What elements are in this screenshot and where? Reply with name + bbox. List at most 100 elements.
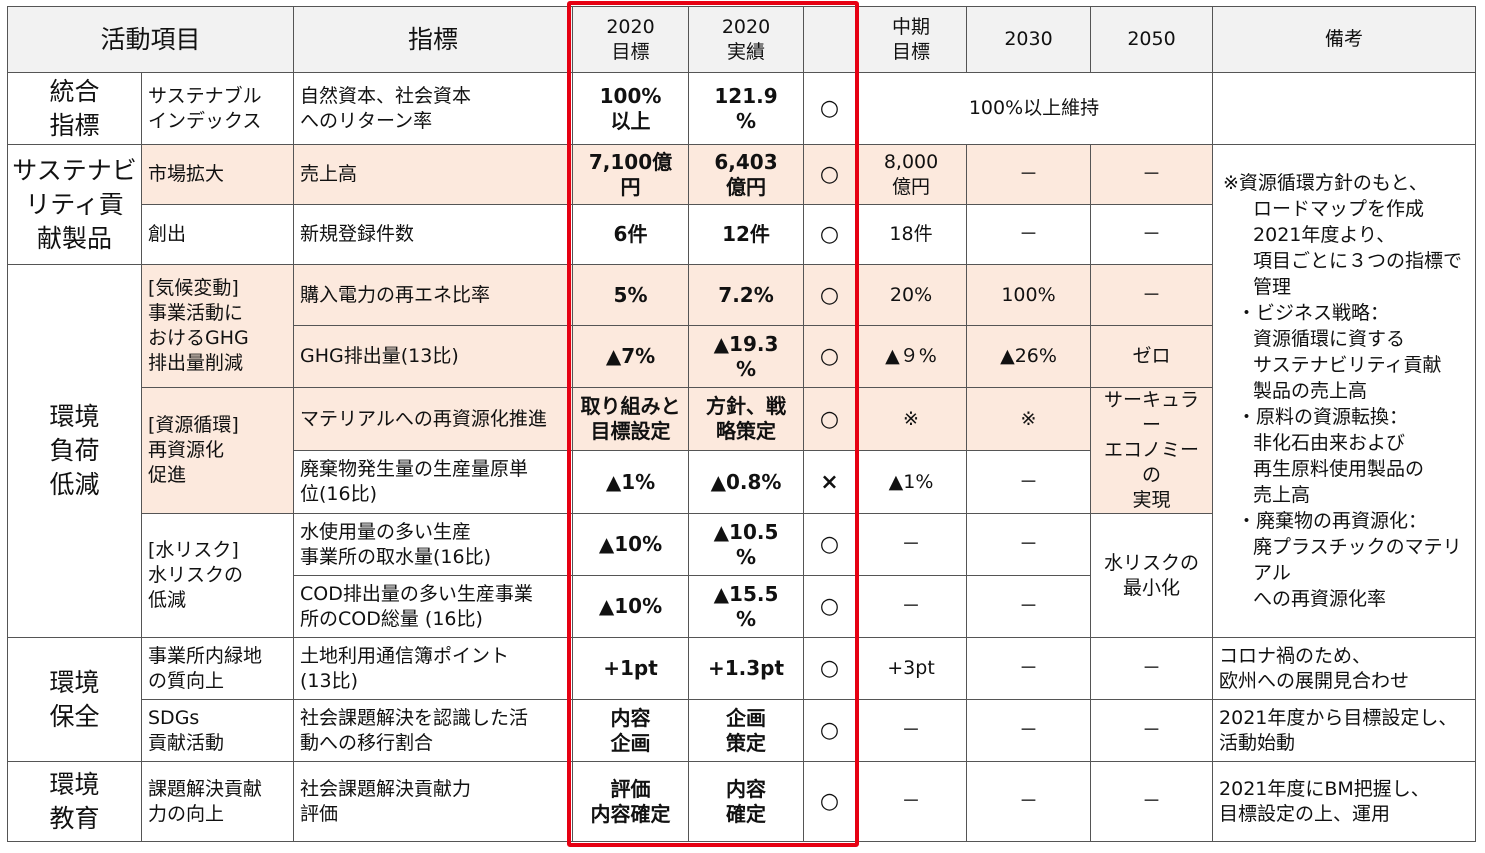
target-2050-cell: －: [1090, 264, 1214, 326]
indicator-cell: GHG排出量(13比): [293, 325, 574, 388]
target-cell: 5%: [572, 264, 690, 326]
side-note-line: 再生原料使用製品の: [1253, 458, 1425, 480]
target-2030-cell: －: [966, 144, 1092, 205]
indicator-cell: 売上高: [293, 144, 574, 205]
side-note-line: サステナビリティ貢献: [1253, 354, 1442, 376]
midterm-cell: +3pt: [855, 637, 968, 700]
evaluation-mark: ×: [803, 450, 857, 514]
category-cell: 環境 保全: [7, 637, 142, 762]
side-note-line: ・廃棄物の再資源化：: [1237, 510, 1428, 532]
table-row: サステナビ リティ貢 献製品 市場拡大 売上高 7,100億 円 6,403 億…: [7, 144, 1477, 638]
target-cell: 6件: [572, 204, 690, 265]
target-cell: 取り組みと 目標設定: [572, 387, 690, 451]
result-cell: 企画 策定: [688, 699, 805, 762]
target-2030-cell: ▲26%: [966, 325, 1092, 388]
result-cell: 方針、戦 略策定: [688, 387, 805, 451]
sub-item-cell: [水リスク] 水リスクの 低減: [140, 513, 295, 638]
category-cell: 統合 指標: [7, 72, 142, 145]
target-cell: 7,100億 円: [572, 144, 690, 205]
header-target-2020: 2020 目標: [572, 6, 690, 73]
side-note-line: ・原料の資源転換：: [1237, 406, 1409, 428]
midterm-cell: 18件: [855, 204, 968, 265]
evaluation-mark: ○: [803, 699, 857, 762]
side-note-line: ・ビジネス戦略：: [1237, 302, 1390, 324]
target-cell: ▲10%: [572, 513, 690, 576]
target-2050-cell: －: [1090, 144, 1214, 205]
target-2030-cell: －: [966, 761, 1092, 842]
indicator-cell: 社会課題解決貢献力 評価: [293, 761, 574, 842]
side-note-line: 売上高: [1253, 484, 1311, 506]
sub-item-cell: SDGs 貢献活動: [140, 699, 295, 762]
result-cell: 12件: [688, 204, 805, 265]
evaluation-mark: ○: [803, 761, 857, 842]
target-2050-cell: ゼロ: [1090, 325, 1214, 388]
result-cell: ▲0.8%: [688, 450, 805, 514]
side-note-line: ロードマップを作成: [1253, 198, 1425, 220]
indicator-cell: 自然資本、社会資本 へのリターン率: [293, 72, 574, 145]
kpi-table: 活動項目 指標 2020 目標 2020 実績 中期 目標 2030 2050 …: [6, 6, 1477, 842]
target-2030-cell: －: [966, 637, 1092, 700]
sub-item-cell: 創出: [140, 204, 295, 265]
table-row: SDGs 貢献活動 社会課題解決を認識した活 動への移行割合 内容 企画 企画 …: [8, 699, 1477, 762]
table-row: 環境 保全 事業所内緑地 の質向上 土地利用通信簿ポイント (13比) +1pt…: [7, 637, 1477, 762]
evaluation-mark: ○: [803, 264, 857, 326]
target-cell: 100% 以上: [572, 72, 690, 145]
target-2030-cell: 100%: [966, 264, 1092, 326]
header-2030: 2030: [966, 6, 1092, 73]
category-cell: 環境 負荷 低減: [7, 264, 142, 638]
target-2030-cell: －: [966, 204, 1092, 265]
target-cell: ▲7%: [572, 325, 690, 388]
evaluation-mark: ○: [803, 325, 857, 388]
target-2030-cell: －: [966, 450, 1092, 514]
side-note-line: ※資源循環方針のもと、: [1223, 172, 1428, 194]
evaluation-mark: ○: [803, 575, 857, 638]
result-cell: 7.2%: [688, 264, 805, 326]
result-cell: 6,403 億円: [688, 144, 805, 205]
table-row: 環境 負荷 低減 [気候変動] 事業活動に おけるGHG 排出量削減 購入電力の…: [7, 264, 1476, 638]
sub-item-cell: サステナブル インデックス: [140, 72, 295, 145]
side-note-line: 非化石由来および: [1253, 432, 1406, 454]
table-row: [資源循環] 再資源化 促進 マテリアルへの再資源化推進 取り組みと 目標設定 …: [8, 387, 1476, 514]
result-cell: 121.9 %: [688, 72, 805, 145]
evaluation-mark: ○: [803, 513, 857, 576]
table-row: 創出 新規登録件数 6件 12件 ○ 18件 － －: [8, 204, 1476, 265]
header-result-2020: 2020 実績: [688, 6, 805, 73]
evaluation-mark: ○: [803, 204, 857, 265]
header-activity: 活動項目: [6, 6, 295, 73]
result-cell: 内容 確定: [688, 761, 805, 842]
side-note-line: 廃プラスチックのマテリアル: [1253, 536, 1462, 584]
table-row: 環境 教育 課題解決貢献 力の向上 社会課題解決貢献力 評価 評価 内容確定 内…: [7, 761, 1477, 842]
side-note-line: 項目ごとに３つの指標で: [1253, 250, 1463, 272]
target-2030-cell: ※: [966, 387, 1092, 451]
indicator-cell: マテリアルへの再資源化推進: [293, 387, 574, 451]
indicator-cell: 新規登録件数: [293, 204, 574, 265]
header-evaluation: [803, 6, 857, 73]
side-note-line: 2021年度より、: [1253, 224, 1396, 246]
indicator-cell: 購入電力の再エネ比率: [293, 264, 574, 326]
table-row: [水リスク] 水リスクの 低減 水使用量の多い生産 事業所の取水量(16比) ▲…: [8, 513, 1476, 638]
indicator-cell: 水使用量の多い生産 事業所の取水量(16比): [293, 513, 574, 576]
header-remarks: 備考: [1212, 6, 1477, 73]
category-cell: サステナビ リティ貢 献製品: [7, 144, 142, 265]
result-cell: ▲15.5 %: [688, 575, 805, 638]
target-2030-cell: －: [966, 575, 1092, 638]
midterm-cell: －: [855, 761, 968, 842]
target-cell: ▲1%: [572, 450, 690, 514]
target-2030-cell: －: [966, 513, 1092, 576]
table-row: COD排出量の多い生産事業 所のCOD総量 (16比) ▲10% ▲15.5 %…: [8, 575, 1476, 638]
table-row: GHG排出量(13比) ▲7% ▲19.3 % ○ ▲９% ▲26% ゼロ: [8, 325, 1476, 388]
midterm-cell: ▲1%: [855, 450, 968, 514]
remarks-cell: 2021年度から目標設定し、 活動始動: [1212, 699, 1477, 762]
target-cell: 内容 企画: [572, 699, 690, 762]
remarks-cell: 2021年度にBM把握し、 目標設定の上、運用: [1212, 761, 1477, 842]
target-2050-cell: －: [1090, 637, 1214, 700]
category-cell: 環境 教育: [7, 761, 142, 842]
side-note-line: 製品の売上高: [1253, 380, 1368, 402]
target-2050-cell: －: [1090, 204, 1214, 265]
header-indicator: 指標: [293, 6, 574, 73]
indicator-cell: COD排出量の多い生産事業 所のCOD総量 (16比): [293, 575, 574, 638]
evaluation-mark: ○: [803, 637, 857, 700]
target-2050-cell: サーキュラー エコノミーの 実現: [1090, 387, 1214, 514]
result-cell: ▲10.5 %: [688, 513, 805, 576]
midterm-cell: 8,000 億円: [855, 144, 968, 205]
